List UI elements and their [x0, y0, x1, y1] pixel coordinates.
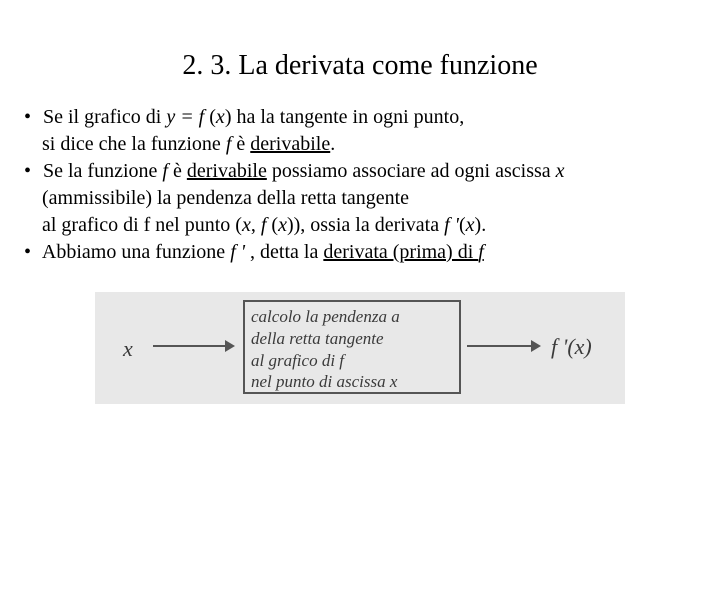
text: è [173, 160, 187, 182]
text-italic: x [556, 160, 565, 182]
text: ) ha la tangente in ogni punto, [225, 106, 464, 128]
text-underline: derivata (prima) di [323, 241, 478, 263]
bullet-dot-icon: • [24, 104, 38, 131]
text: . [330, 133, 335, 155]
bullet-list: • Se il grafico di y = f (x) ha la tange… [0, 104, 720, 266]
text: è [236, 133, 250, 155]
text: ( [459, 214, 466, 236]
arrow-right-icon [153, 345, 233, 347]
text-underline: derivabile [187, 160, 267, 182]
box-line: calcolo la pendenza a [251, 306, 453, 328]
text-italic: f [261, 214, 272, 236]
text-italic: f ' [444, 214, 459, 236]
diagram-process-box: calcolo la pendenza a della retta tangen… [243, 300, 461, 394]
slide-title: 2. 3. La derivata come funzione [0, 50, 720, 82]
text: ( [209, 106, 216, 128]
text: , [251, 214, 261, 236]
text-italic: x [242, 214, 251, 236]
bullet-2-line-1: • Se la funzione f è derivabile possiamo… [24, 158, 696, 185]
bullet-2-line-2: (ammissibile) la pendenza della retta ta… [24, 185, 696, 212]
box-line: della retta tangente [251, 328, 453, 350]
text-italic: f [226, 133, 237, 155]
text: , detta la [250, 241, 323, 263]
derivative-diagram: x calcolo la pendenza a della retta tang… [95, 292, 625, 404]
bullet-3-line-1: • Abbiamo una funzione f ' , detta la de… [24, 239, 696, 266]
text: ). [475, 214, 487, 236]
text: possiamo associare ad ogni ascissa [267, 160, 556, 182]
text: si dice che la funzione [42, 133, 226, 155]
text: Abbiamo una funzione [42, 241, 230, 263]
arrow-right-icon [467, 345, 539, 347]
bullet-dot-icon: • [24, 239, 38, 266]
text-underline: derivabile [250, 133, 330, 155]
bullet-1-line-1: • Se il grafico di y = f (x) ha la tange… [24, 104, 696, 131]
text-italic: y = f [166, 106, 209, 128]
diagram-input: x [123, 336, 133, 362]
text-italic-underline: f [478, 241, 484, 263]
text-italic: x [278, 214, 287, 236]
text: Se la funzione [43, 160, 162, 182]
bullet-dot-icon: • [24, 158, 38, 185]
text: al grafico di f nel punto ( [42, 214, 242, 236]
text-italic: f ' [230, 241, 250, 263]
figure-container: x calcolo la pendenza a della retta tang… [0, 292, 720, 404]
text-italic: f [162, 160, 173, 182]
text-italic: x [216, 106, 225, 128]
bullet-2-line-3: al grafico di f nel punto (x, f (x)), os… [24, 212, 696, 239]
slide: 2. 3. La derivata come funzione • Se il … [0, 50, 720, 590]
text: )), ossia la derivata [287, 214, 444, 236]
text: Se il grafico di [43, 106, 166, 128]
text-italic: x [466, 214, 475, 236]
box-line: al grafico di f [251, 350, 453, 372]
text: (ammissibile) la pendenza della retta ta… [42, 187, 409, 209]
bullet-1-line-2: si dice che la funzione f è derivabile. [24, 131, 696, 158]
box-line: nel punto di ascissa x [251, 371, 453, 393]
diagram-output: f '(x) [551, 334, 592, 360]
